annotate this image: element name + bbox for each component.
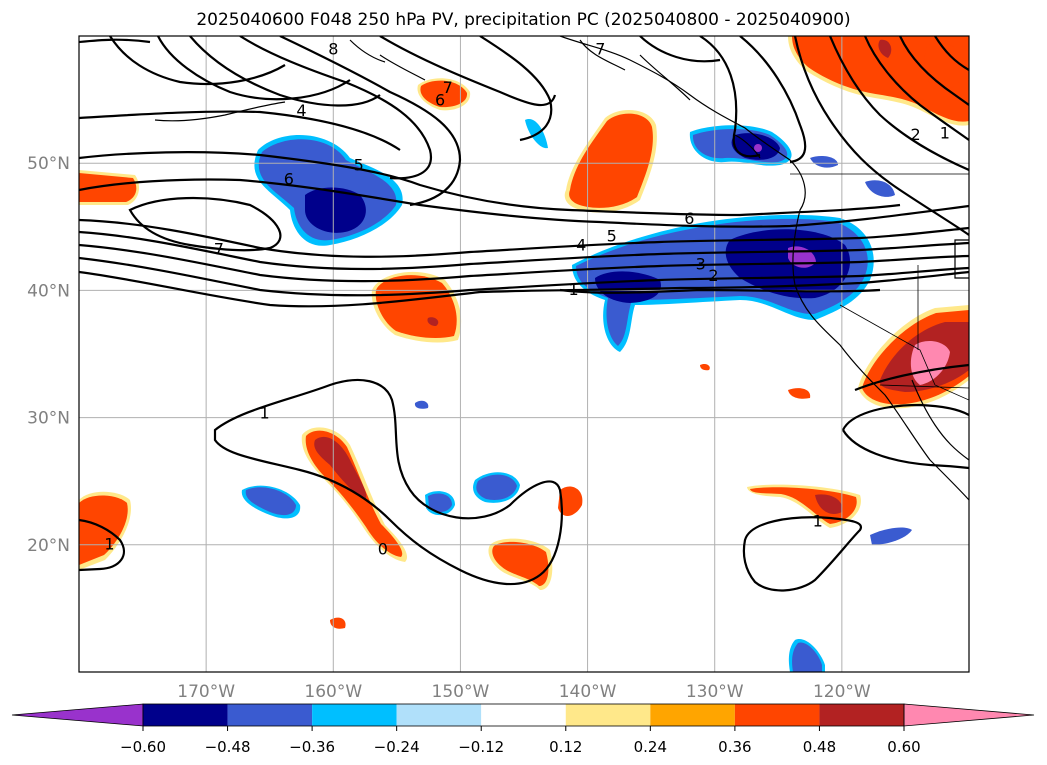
precip-region	[476, 474, 517, 500]
lon-tick-label: 140°W	[559, 682, 617, 702]
colorbar: −0.60 −0.48 −0.36 −0.24 −0.12 0.12 0.24 0.36 0.4…	[11, 703, 1035, 756]
colorbar-outline	[142, 703, 905, 727]
precip-region	[79, 173, 137, 202]
colorbar-tick-label: 0.60	[887, 738, 920, 756]
precip-region	[420, 80, 468, 108]
precip-region	[595, 271, 661, 303]
precip-region	[865, 180, 895, 197]
lon-tick-label: 170°W	[177, 682, 235, 702]
pv-contour-label: 8	[328, 40, 338, 59]
lat-tick-label: 30°N	[27, 409, 70, 429]
pv-contour-label: 1	[568, 280, 578, 299]
pv-contour-label: 1	[940, 124, 950, 143]
precip-region	[414, 400, 429, 409]
precip-region	[245, 487, 296, 516]
lat-tick-label: 20°N	[27, 536, 70, 556]
precip-region	[330, 617, 346, 629]
colorbar-bin	[650, 704, 735, 726]
lat-tick-label: 40°N	[27, 281, 70, 301]
precip-region	[700, 363, 710, 371]
colorbar-tick-label: 0.24	[634, 738, 667, 756]
colorbar-extend-max	[903, 703, 1035, 727]
pv-contour-label: 7	[443, 78, 453, 97]
colorbar-tick-label: −0.48	[205, 738, 251, 756]
pv-contour-label: 7	[595, 40, 605, 59]
lat-tick-label: 50°N	[27, 154, 70, 174]
pv-contour-label: 2	[911, 125, 921, 144]
colorbar-tick-label: −0.12	[458, 738, 504, 756]
precip-region	[558, 486, 583, 516]
precip-region	[815, 494, 843, 515]
pv-contour-label: 6	[284, 169, 294, 188]
pv-contour-label: 5	[354, 155, 364, 174]
map-border	[78, 35, 970, 673]
lon-tick-label: 130°W	[686, 682, 744, 702]
colorbar-tick-label: 0.12	[549, 738, 582, 756]
colorbar-tick-label: −0.60	[120, 738, 166, 756]
precip-region	[792, 642, 822, 672]
precip-region	[305, 187, 366, 233]
precip-region	[79, 495, 128, 565]
colorbar-bin	[565, 704, 651, 726]
pv-contour-label: 1	[813, 512, 823, 531]
pv-contour-label: 6	[684, 209, 694, 228]
lat-lon-grid	[79, 36, 969, 672]
precip-region	[314, 436, 367, 500]
chart-title: 2025040600 F048 250 hPa PV, precipitatio…	[196, 10, 851, 30]
pv-contour-label: 0	[378, 540, 388, 559]
colorbar-bin	[819, 704, 904, 726]
colorbar-tick-label: −0.36	[289, 738, 335, 756]
pv-contour-label: 2	[708, 266, 718, 285]
colorbar-bin	[396, 704, 482, 726]
pv-contour-label: 5	[607, 227, 617, 246]
colorbar-extend-min	[11, 703, 144, 727]
precip-region	[878, 39, 892, 58]
lon-tick-label: 160°W	[304, 682, 362, 702]
pv-contour-label: 4	[576, 236, 586, 255]
colorbar-tick-label: 0.36	[718, 738, 751, 756]
precip-region	[427, 317, 439, 326]
colorbar-tick-label: −0.24	[374, 738, 420, 756]
colorbar-bin	[143, 704, 228, 726]
pv-contour-label: 4	[296, 101, 306, 120]
pv-contour-label: 3	[696, 255, 706, 274]
colorbar-bin	[227, 704, 313, 726]
precip-region	[428, 493, 452, 513]
precip-region	[788, 388, 811, 399]
pv-contours	[79, 36, 969, 592]
precip-region	[754, 144, 762, 152]
colorbar-bin	[481, 704, 566, 726]
pv-contour-label: 1	[260, 404, 270, 423]
lon-tick-label: 120°W	[813, 682, 871, 702]
colorbar-bin	[734, 704, 820, 726]
colorbar-bin	[312, 704, 397, 726]
precip-region	[870, 527, 912, 545]
precip-region	[810, 156, 838, 168]
colorbar-tick-label: 0.48	[803, 738, 836, 756]
pv-contour-label: 6	[435, 91, 445, 110]
precip-region	[569, 113, 653, 208]
lon-tick-label: 150°W	[432, 682, 490, 702]
pv-contour-label: 1	[104, 535, 114, 554]
precip-region	[492, 541, 549, 586]
lat-tick-labels: 20°N 30°N 40°N 50°N	[27, 154, 70, 556]
lon-tick-labels: 170°W 160°W 150°W 140°W 130°W 120°W	[177, 682, 871, 702]
pv-contour-label: 7	[214, 239, 224, 258]
